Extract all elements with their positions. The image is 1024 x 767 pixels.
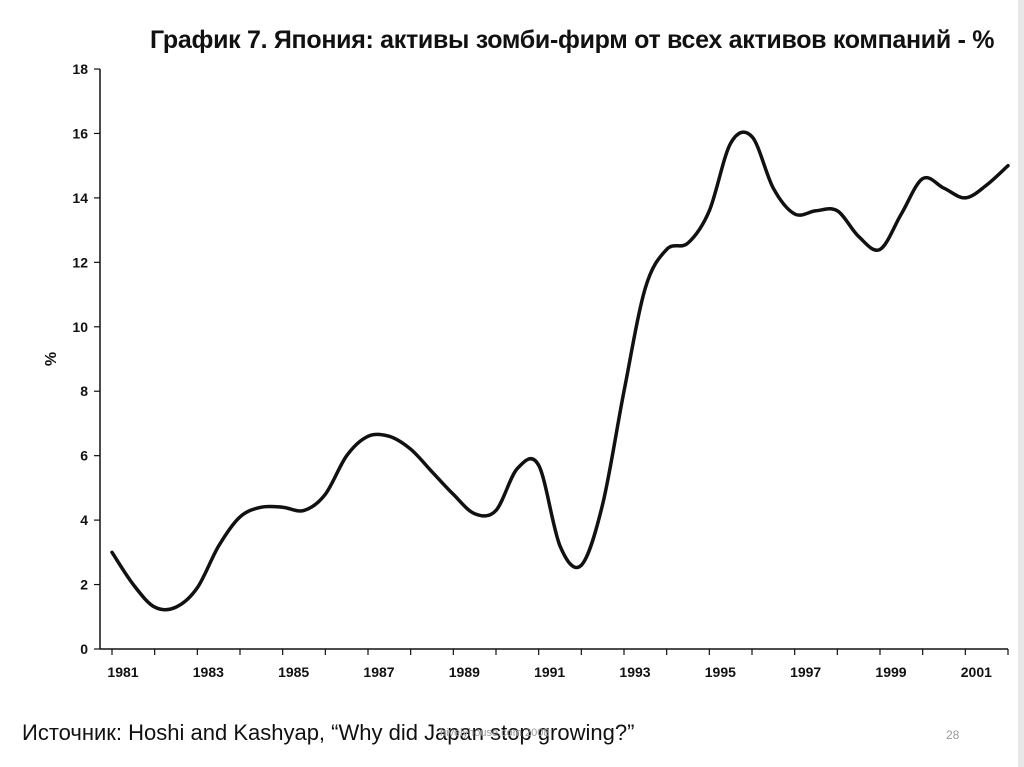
x-tick-label: 1981 [107, 664, 138, 680]
y-tick-label: 8 [80, 383, 88, 399]
y-tick-label: 10 [72, 319, 88, 335]
footer-text: hivelyhouse.com 2008 [440, 727, 550, 739]
x-tick-label: 1995 [705, 664, 736, 680]
x-tick-label: 1997 [790, 664, 821, 680]
x-tick-label: 1983 [193, 664, 224, 680]
x-tick-label: 2001 [961, 664, 992, 680]
line-chart: 0 2 4 6 8 10 12 14 16 18 1981 1983 1985 1987 1989 1991… [43, 61, 1010, 680]
x-axis-ticks: 1981 1983 1985 1987 1989 1991 1993 1995 1997 1999… [107, 649, 1009, 680]
x-tick-label: 1989 [449, 664, 480, 680]
chart-title: График 7. Япония: активы зомби-фирм от в… [150, 26, 995, 54]
source-citation: Источник: Hoshi and Kashyap, “Why did Ja… [22, 720, 635, 745]
y-tick-label: 12 [72, 254, 88, 270]
y-tick-label: 6 [80, 448, 88, 464]
y-tick-label: 2 [80, 577, 88, 593]
y-tick-label: 14 [72, 190, 88, 206]
x-tick-label: 1993 [619, 664, 650, 680]
y-axis-label: % [43, 352, 60, 366]
page-number: 28 [946, 728, 960, 742]
y-tick-label: 16 [72, 125, 88, 141]
y-tick-label: 4 [80, 512, 88, 528]
x-tick-label: 1999 [875, 664, 906, 680]
x-tick-label: 1987 [363, 664, 394, 680]
x-tick-label: 1991 [534, 664, 565, 680]
x-tick-label: 1985 [278, 664, 309, 680]
y-tick-label: 18 [72, 61, 88, 77]
series-line [110, 130, 1010, 612]
y-tick-label: 0 [80, 641, 88, 657]
y-axis-ticks: 0 2 4 6 8 10 12 14 16 18 [72, 61, 100, 657]
